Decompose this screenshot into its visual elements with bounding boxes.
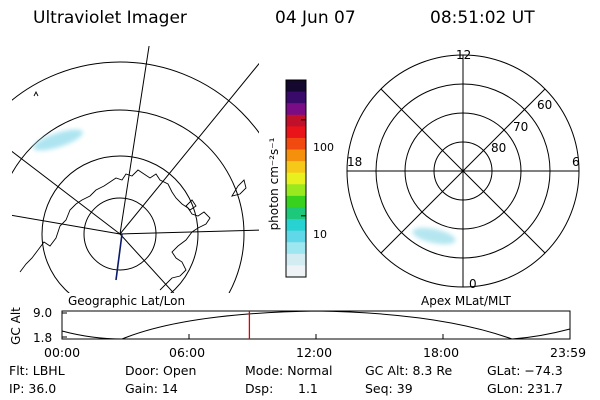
coastline [37,169,211,291]
altitude-x-tick-label: 12:00 [296,345,333,360]
geographic-panel-label: Geographic Lat/Lon [68,294,186,308]
status-dsp-label: Dsp: [245,381,274,396]
lat-circle [12,61,259,134]
colorbar-cell [286,253,306,267]
colorbar-cell [286,161,306,174]
colorbar-cell [286,126,306,139]
mlat-label-60: 60 [537,98,553,112]
colorbar [285,79,307,278]
status-gc-alt: GC Alt: 8.3 Re [365,363,453,378]
apex-polar-panel [346,54,580,288]
altitude-y-tick-label: 9.0 [33,306,53,320]
colorbar-cell [286,91,306,104]
lon-line [119,46,150,235]
status-filter: Flt: LBHL [9,363,65,378]
altitude-x-tick-label: 06:00 [169,345,206,360]
colorbar-unit-label: photon cm⁻²s⁻¹ [267,137,281,231]
mlt-label-12: 12 [456,48,472,62]
colorbar-cell [286,80,306,93]
aurora-patch [412,227,456,245]
mlat-label-80: 80 [491,141,507,155]
colorbar-cell [286,242,306,255]
mlt-label-18: 18 [347,155,363,169]
mlt-label-6: 6 [572,155,580,169]
colorbar-cell [286,230,306,243]
lat-circle [41,155,199,293]
status-door: Door: Open [125,363,197,378]
altitude-y-tick-label: 1.8 [33,331,53,345]
status-mode: Mode: Normal [245,363,333,378]
colorbar-cell [286,207,306,220]
colorbar-cell [286,265,306,278]
colorbar-cell [286,149,306,162]
colorbar-cell [286,184,306,197]
colorbar-tick-label: 10 [313,228,327,241]
altitude-x-tick-label: 00:00 [44,345,81,360]
terminator-trace [115,233,123,281]
colorbar-cell [286,172,306,185]
lon-line [12,214,121,235]
app-title: Ultraviolet Imager [33,8,187,28]
apex-panel-label: Apex MLat/MLT [421,294,511,308]
status-gain: Gain: 14 [125,381,178,396]
colorbar-cell [286,137,306,151]
altitude-axis-label: GC Alt [9,307,23,345]
lon-line [119,62,259,235]
observation-date: 04 Jun 07 [275,8,356,28]
colorbar-tick-label: 100 [313,141,334,154]
altitude-x-tick-label: 18:00 [423,345,460,360]
lat-circle [12,109,245,293]
lon-line [119,229,259,235]
colorbar-cell [286,195,306,209]
colorbar-cell [286,219,306,232]
colorbar-cell [286,114,306,127]
altitude-curve [61,310,571,340]
geographic-map-panel [12,46,259,293]
status-seq: Seq: 39 [365,381,413,396]
aurora-patch [33,129,83,151]
status-ip: IP: 36.0 [9,381,57,396]
coastline [185,199,197,211]
coastline [19,249,39,273]
mlt-line [380,88,546,254]
lon-line [12,150,121,235]
status-dsp-value: 1.1 [298,381,318,396]
lon-line [119,233,175,293]
mlat-label-70: 70 [513,120,529,134]
coastline [33,90,39,97]
mlt-label-0: 0 [469,277,477,291]
coastline [231,179,247,197]
status-glon: GLon: 231.7 [487,381,563,396]
altitude-x-tick-label: 23:59 [550,345,587,360]
lat-circle [83,197,157,271]
status-glat: GLat: −74.3 [487,363,563,378]
observation-time: 08:51:02 UT [430,8,535,28]
colorbar-cell [286,103,306,116]
altitude-plot [61,310,571,340]
